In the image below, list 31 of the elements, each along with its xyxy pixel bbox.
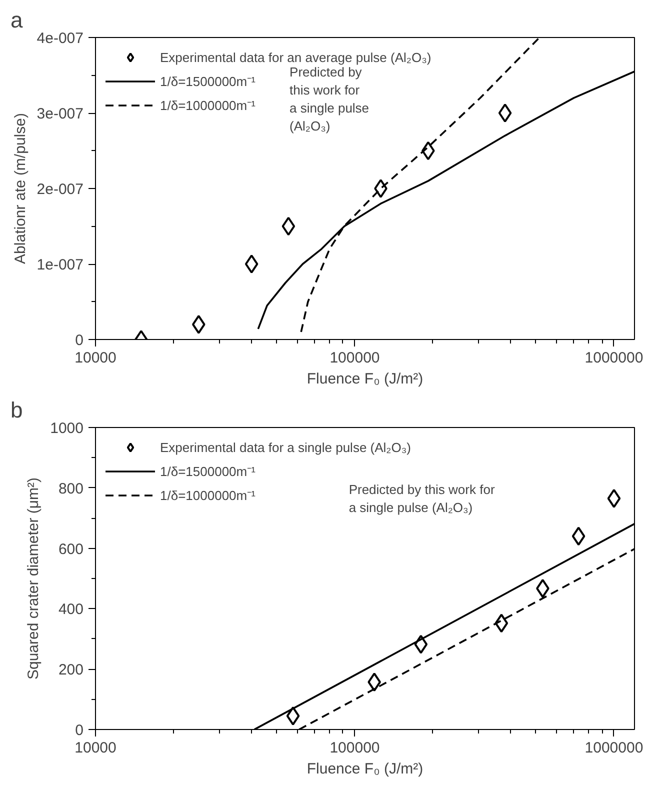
legend-label: 1/δ=1000000m⁻¹	[160, 97, 256, 114]
x-tick-label: 1000000	[584, 740, 644, 756]
x-axis-title: Fluence F₀ (J/m²)	[306, 370, 424, 388]
legend-label: 1/δ=1500000m⁻¹	[160, 73, 256, 90]
y-tick-label: 600	[58, 540, 84, 558]
y-axis-title: Ablationr ate (m/pulse)	[12, 113, 29, 264]
y-tick-label: 4e-007	[36, 30, 84, 47]
y-tick-label: 2e-007	[36, 181, 84, 198]
y-tick-label: 400	[58, 601, 84, 618]
y-tick-label: 3e-007	[36, 106, 84, 122]
chart-title: b	[10, 398, 23, 422]
legend-label: 1/δ=1500000m⁻¹	[160, 463, 256, 480]
x-tick-label: 100000	[330, 350, 380, 366]
y-tick-label: 1000	[50, 420, 84, 437]
y-tick-label: 800	[58, 480, 84, 498]
y-tick-label: 0	[75, 332, 84, 349]
x-tick-label: 10000	[74, 740, 116, 756]
legend-label: Experimental data for an average pulse (Al₂O₃)	[160, 50, 432, 64]
y-axis-title: Squared crater diameter (μm²)	[25, 477, 42, 680]
y-tick-label: 1e-007	[36, 256, 84, 274]
x-axis-title: Fluence F₀ (J/m²)	[306, 760, 424, 778]
y-tick-label: 200	[58, 662, 84, 679]
legend-label: Experimental data for a single pulse (Al₂O₃)	[160, 440, 411, 454]
x-tick-label: 100000	[330, 740, 380, 756]
annotation: Predicted by this work for a single pulse (Al₂O₃)	[348, 482, 496, 515]
annotation: Predicted by this work for a single pulse (Al₂O₃)	[290, 64, 370, 134]
y-tick-label: 0	[75, 722, 84, 739]
x-tick-label: 10000	[74, 350, 116, 366]
x-tick-label: 1000000	[584, 350, 644, 366]
chart-title: a	[10, 8, 24, 32]
legend-label: 1/δ=1000000m⁻¹	[160, 487, 256, 504]
